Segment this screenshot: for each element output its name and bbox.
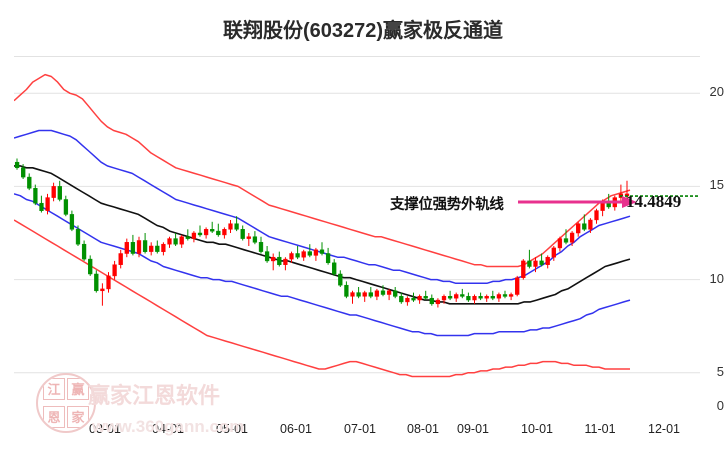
x-axis-label-11-01: 11-01 — [584, 422, 616, 436]
x-axis-label-03-01: 03-01 — [89, 422, 121, 436]
candlestick-series — [14, 158, 630, 308]
x-axis-label-10-01: 10-01 — [521, 422, 553, 436]
watermark-url-text: www.360gann.com — [92, 417, 245, 436]
x-axis-label-09-01: 09-01 — [457, 422, 489, 436]
support-band-annotation-label: 支撑位强势外轨线 — [390, 197, 504, 213]
page-title: 联翔股份(603272)赢家极反通道 — [222, 20, 504, 42]
logo-char-1: 赢 — [67, 378, 89, 400]
x-axis-label-04-01: 04-01 — [152, 422, 184, 436]
logo-char-3: 家 — [67, 406, 89, 428]
band-lower_inner_band — [14, 193, 631, 337]
band-upper_outer_band — [14, 73, 631, 268]
axis-zero-label: 0 — [716, 398, 724, 413]
y-axis-label-15: 15 — [709, 177, 724, 193]
current-price-label: 14.4849 — [626, 192, 682, 211]
y-axis-label-10: 10 — [709, 270, 724, 286]
x-axis-label-06-01: 06-01 — [280, 422, 312, 436]
y-axis-label-20: 20 — [709, 84, 724, 100]
x-axis-label-12-01: 12-01 — [648, 422, 680, 436]
chart-canvas[interactable] — [14, 56, 700, 410]
logo-char-0: 江 — [43, 378, 65, 400]
annotation-arrow-icon — [518, 196, 637, 208]
band-lower_outer_band — [14, 219, 630, 378]
logo-char-2: 恩 — [43, 406, 65, 428]
chart-plot-area[interactable] — [14, 56, 700, 410]
band-middle_line — [14, 165, 631, 305]
x-axis-label-05-01: 05-01 — [216, 422, 248, 436]
y-axis-label-5: 5 — [716, 363, 724, 379]
x-axis-label-08-01: 08-01 — [407, 422, 439, 436]
watermark-brand-text: 赢家江恩软件 — [88, 383, 221, 408]
x-axis-label-07-01: 07-01 — [344, 422, 376, 436]
brand-logo-icon: 江 赢 恩 家 — [36, 373, 96, 433]
